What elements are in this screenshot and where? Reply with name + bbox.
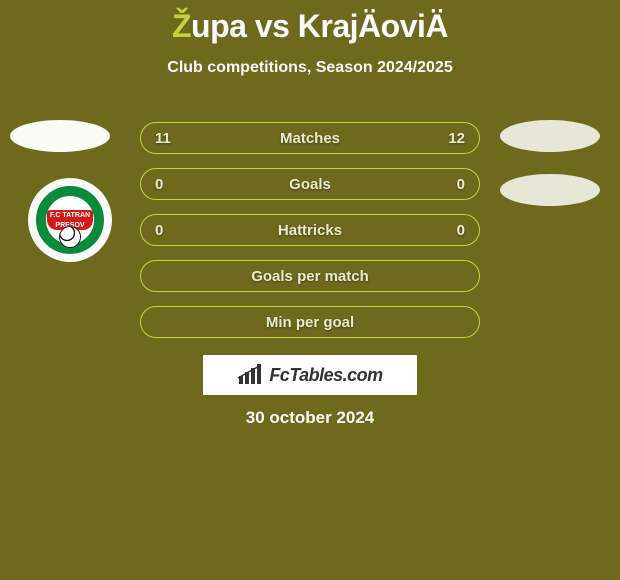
stats-table: 11 Matches 12 0 Goals 0 0 Hattricks 0 Go…	[140, 122, 480, 352]
stat-label: Hattricks	[179, 222, 441, 239]
stat-row-goals: 0 Goals 0	[140, 168, 480, 200]
bar-chart-icon	[237, 364, 263, 386]
stat-label: Min per goal	[155, 314, 465, 331]
home-club-crest: F.C TATRAN PRESOV	[28, 178, 112, 262]
page-title: Župa vs KrajÄoviÄ	[0, 0, 620, 45]
brand-text: FcTables.com	[269, 365, 382, 386]
stat-left-value: 0	[155, 176, 179, 193]
stat-right-value: 12	[441, 130, 465, 147]
subtitle: Club competitions, Season 2024/2025	[0, 59, 620, 77]
snapshot-date: 30 october 2024	[0, 408, 620, 428]
stat-left-value: 11	[155, 130, 179, 147]
tatran-tag-top: F.C TATRAN	[50, 212, 90, 219]
stat-left-value: 0	[155, 222, 179, 239]
stat-label: Matches	[179, 130, 441, 147]
title-rest: upa vs KrajÄoviÄ	[191, 8, 448, 44]
stat-row-goals-per-match: Goals per match	[140, 260, 480, 292]
stat-right-value: 0	[441, 222, 465, 239]
stat-right-value: 0	[441, 176, 465, 193]
title-accent: Ž	[172, 8, 191, 44]
tatran-logo: F.C TATRAN PRESOV	[34, 184, 106, 256]
stat-row-matches: 11 Matches 12	[140, 122, 480, 154]
away-club-crest-placeholder-1	[500, 120, 600, 152]
stat-row-hattricks: 0 Hattricks 0	[140, 214, 480, 246]
stat-label: Goals per match	[155, 268, 465, 285]
stat-row-min-per-goal: Min per goal	[140, 306, 480, 338]
home-club-crest-placeholder	[10, 120, 110, 152]
attribution-box: FcTables.com	[202, 354, 418, 396]
soccer-ball-icon	[59, 226, 81, 248]
away-club-crest-placeholder-2	[500, 174, 600, 206]
stat-label: Goals	[179, 176, 441, 193]
